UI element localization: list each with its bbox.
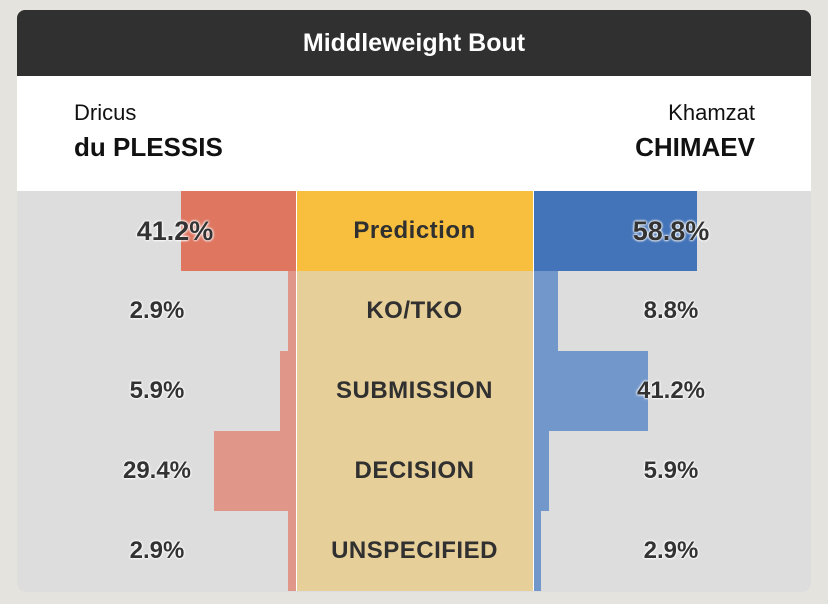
right-bar: [533, 271, 558, 351]
left-percent-label: 2.9%: [129, 297, 185, 324]
right-bar: [533, 351, 648, 431]
left-bar: [213, 431, 296, 511]
prediction-chart: Prediction 41.2% 58.8% KO/TKO 2.9% 8.8% SUBMIS…: [17, 191, 811, 592]
right-bar: [533, 191, 698, 271]
left-percent-label: 29.4%: [122, 457, 192, 484]
bout-card: Middleweight Bout Dricus du PLESSIS Kham…: [17, 10, 811, 592]
right-percent-label: 2.9%: [643, 537, 699, 564]
right-bar: [533, 431, 550, 511]
fighter-right-last-name: CHIMAEV: [635, 132, 755, 162]
left-bar: [279, 351, 296, 431]
fighter-left-last-name: du PLESSIS: [74, 132, 223, 162]
bout-title: Middleweight Bout: [17, 10, 811, 76]
category-label: SUBMISSION: [296, 351, 533, 431]
right-percent-label: 5.9%: [643, 457, 699, 484]
left-percent-label: 41.2%: [136, 216, 214, 246]
category-label: Prediction: [296, 191, 533, 271]
fighter-right: Khamzat CHIMAEV: [635, 100, 755, 164]
center-divider-left: [296, 191, 297, 591]
right-percent-label: 8.8%: [643, 297, 699, 324]
fighter-left: Dricus du PLESSIS: [74, 100, 223, 164]
left-percent-label: 2.9%: [129, 537, 185, 564]
left-bar: [181, 191, 296, 271]
center-divider-right: [533, 191, 534, 591]
right-percent-label: 58.8%: [632, 216, 710, 246]
category-label: UNSPECIFIED: [296, 511, 533, 591]
category-label: KO/TKO: [296, 271, 533, 351]
category-label: DECISION: [296, 431, 533, 511]
left-percent-label: 5.9%: [129, 377, 185, 404]
fighter-right-first-name: Khamzat: [668, 100, 755, 125]
left-bar: [287, 511, 296, 591]
right-percent-label: 41.2%: [636, 377, 706, 404]
fighter-left-first-name: Dricus: [74, 100, 137, 125]
left-bar: [287, 271, 296, 351]
right-bar: [533, 511, 542, 591]
